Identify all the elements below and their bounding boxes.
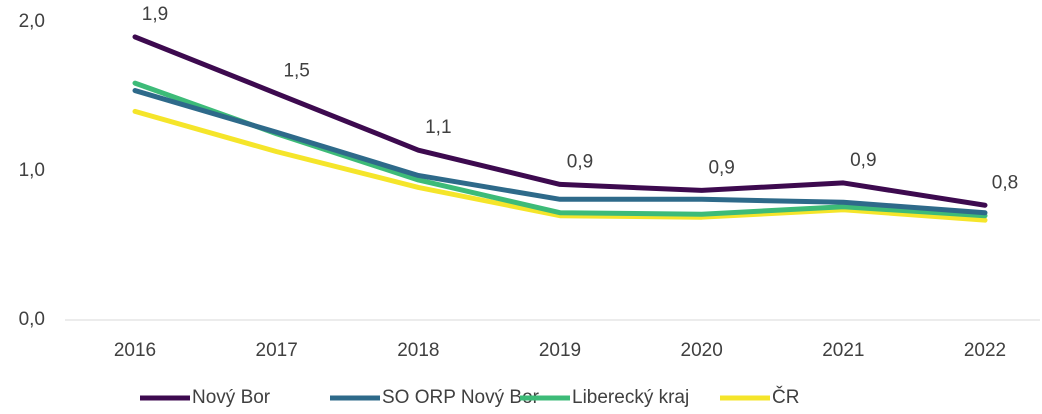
x-tick-label: 2020 xyxy=(681,340,723,361)
line xyxy=(132,88,988,216)
data-label: 0,9 xyxy=(567,151,593,172)
x-tick-label: 2019 xyxy=(539,340,581,361)
data-label: 1,9 xyxy=(142,4,168,25)
legend-label: ČR xyxy=(772,386,799,408)
data-label: 1,5 xyxy=(283,61,309,82)
x-tick-label: 2016 xyxy=(114,340,156,361)
y-tick-label: 1,0 xyxy=(19,160,45,181)
x-tick-label: 2018 xyxy=(397,340,439,361)
line xyxy=(132,108,988,223)
data-label: 0,9 xyxy=(850,150,876,171)
x-tick-label: 2022 xyxy=(964,340,1006,361)
x-tick-label: 2021 xyxy=(822,340,864,361)
y-tick-label: 0,0 xyxy=(19,309,45,330)
legend-label: SO ORP Nový Bor xyxy=(382,387,540,408)
data-label: 0,8 xyxy=(992,172,1018,193)
data-label: 0,9 xyxy=(708,157,734,178)
data-label: 1,1 xyxy=(425,117,451,138)
line xyxy=(132,34,988,208)
legend-label: Nový Bor xyxy=(192,387,271,408)
legend-label: Liberecký kraj xyxy=(572,387,689,408)
x-tick-label: 2017 xyxy=(256,340,298,361)
y-tick-label: 2,0 xyxy=(19,11,45,32)
